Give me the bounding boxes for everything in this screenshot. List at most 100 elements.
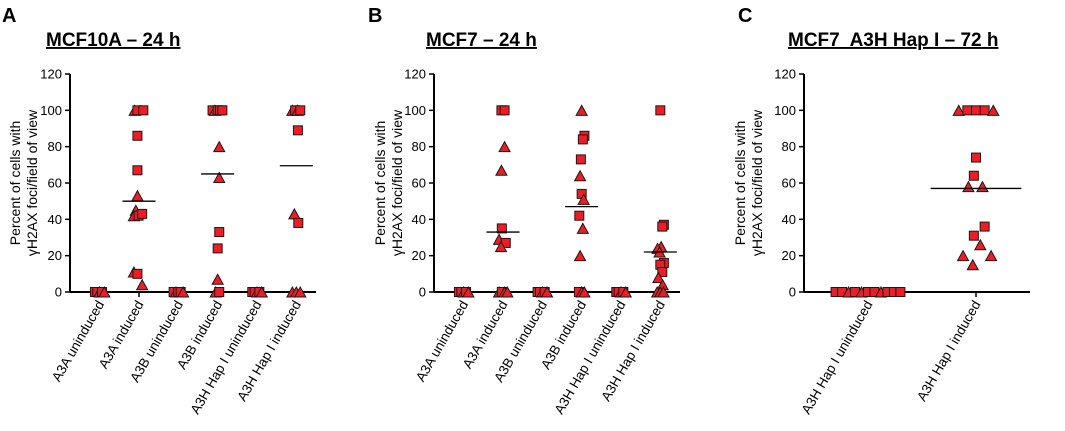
y-tick-label: 0 (419, 285, 426, 300)
data-point-square (292, 125, 303, 136)
data-point-triangle (212, 171, 226, 184)
y-axis-label: γH2AX foci/field of view (749, 109, 765, 256)
y-tick-label: 40 (782, 212, 796, 227)
y-tick-label: 100 (404, 103, 426, 118)
data-point-triangle (135, 278, 149, 291)
data-point-square (295, 105, 306, 116)
data-point-square (979, 221, 990, 232)
data-point-triangle (984, 249, 998, 262)
data-point-square (132, 268, 143, 279)
data-point-square (895, 287, 906, 297)
data-point-square (657, 267, 668, 278)
data-point-square (499, 105, 510, 116)
data-point-triangle (577, 193, 590, 205)
data-point-triangle (494, 240, 508, 253)
panel-letter: A (2, 5, 16, 27)
data-point-triangle (498, 140, 511, 153)
data-point-triangle (176, 285, 190, 298)
y-tick-label: 100 (40, 103, 62, 118)
data-point-triangle (657, 285, 670, 298)
data-point-triangle (576, 222, 590, 234)
data-point-triangle (578, 285, 591, 298)
data-point-triangle (575, 104, 589, 116)
y-tick-label: 60 (412, 176, 426, 191)
data-point-square (962, 105, 973, 116)
x-tick-label: A3A uninduced (49, 298, 107, 384)
panel-b: B MCF7 – 24 h Percent of cells with γH2AX f… (368, 5, 680, 417)
data-point-triangle (255, 285, 269, 298)
data-point-square (138, 105, 149, 116)
data-point-square (979, 105, 990, 116)
y-axis-label: Percent of cells with (7, 121, 23, 246)
y-tick-label: 100 (774, 103, 796, 118)
data-point-square (971, 152, 981, 163)
y-axis-label: γH2AX foci/field of view (24, 109, 40, 256)
data-point-triangle (462, 285, 475, 298)
data-point-square (132, 130, 143, 141)
data-point-triangle (652, 271, 665, 283)
data-point-triangle (966, 258, 980, 271)
data-point-triangle (986, 104, 1000, 116)
data-point-triangle (131, 189, 144, 202)
data-point-square (971, 105, 981, 116)
x-tick-label: A3H Hap I uninduced (798, 298, 875, 417)
y-tick-label: 80 (48, 139, 62, 154)
y-tick-label: 20 (412, 248, 426, 263)
chart-title: MCF7 – 24 h (426, 30, 537, 51)
y-axis-label: γH2AX foci/field of view (389, 109, 405, 256)
y-tick-label: 40 (48, 212, 62, 227)
data-point-triangle (98, 285, 111, 298)
data-point-square (137, 208, 148, 219)
data-point-square (212, 243, 223, 254)
data-point-triangle (952, 104, 966, 116)
x-tick-label: A3H Hap I induced (914, 298, 984, 404)
panel-letter: B (368, 5, 382, 27)
data-point-square (575, 154, 586, 165)
data-point-square (214, 227, 225, 238)
data-point-triangle (976, 180, 989, 193)
data-point-square (496, 223, 507, 234)
y-tick-label: 0 (789, 285, 796, 300)
data-point-triangle (573, 249, 587, 262)
y-tick-label: 80 (412, 139, 426, 154)
data-point-triangle (962, 180, 975, 193)
chart-title: MCF7 A3H Hap I – 72 h (788, 30, 998, 51)
y-tick-label: 20 (782, 248, 796, 263)
data-point-triangle (288, 207, 301, 220)
data-point-square (577, 134, 588, 145)
y-tick-label: 120 (404, 67, 426, 82)
y-tick-label: 60 (782, 176, 796, 191)
data-point-triangle (956, 249, 970, 262)
data-point-triangle (573, 169, 587, 182)
data-point-triangle (211, 273, 225, 285)
panel-c: C MCF7 A3H Hap I – 72 h Percent of cells w… (732, 5, 1030, 417)
chart-title: MCF10A – 24 h (46, 30, 180, 51)
y-axis-label: Percent of cells with (732, 121, 748, 246)
data-point-square (132, 165, 143, 176)
data-point-square (574, 210, 585, 221)
x-tick-label: A3H Hap I uninduced (187, 298, 264, 417)
data-point-square (217, 105, 228, 116)
data-point-triangle (495, 164, 508, 176)
x-tick-label: A3H Hap I uninduced (551, 298, 628, 417)
data-point-square (968, 170, 979, 181)
panel-a: A MCF10A – 24 h Percent of cells with γH2AX… (2, 5, 316, 417)
data-point-square (655, 105, 666, 116)
data-point-triangle (619, 285, 633, 298)
y-tick-label: 40 (412, 212, 426, 227)
y-tick-label: 80 (782, 139, 796, 154)
y-tick-label: 120 (40, 67, 62, 82)
y-tick-label: 60 (48, 176, 62, 191)
data-point-triangle (973, 238, 987, 251)
x-tick-label: A3A uninduced (413, 298, 471, 384)
data-point-square (214, 287, 225, 297)
y-tick-label: 20 (48, 248, 62, 263)
panel-letter: C (738, 5, 752, 27)
y-tick-label: 0 (55, 285, 62, 300)
data-point-triangle (212, 140, 226, 153)
data-point-square (968, 230, 979, 241)
data-point-triangle (293, 285, 307, 298)
data-point-triangle (540, 285, 554, 298)
y-tick-label: 120 (774, 67, 796, 82)
